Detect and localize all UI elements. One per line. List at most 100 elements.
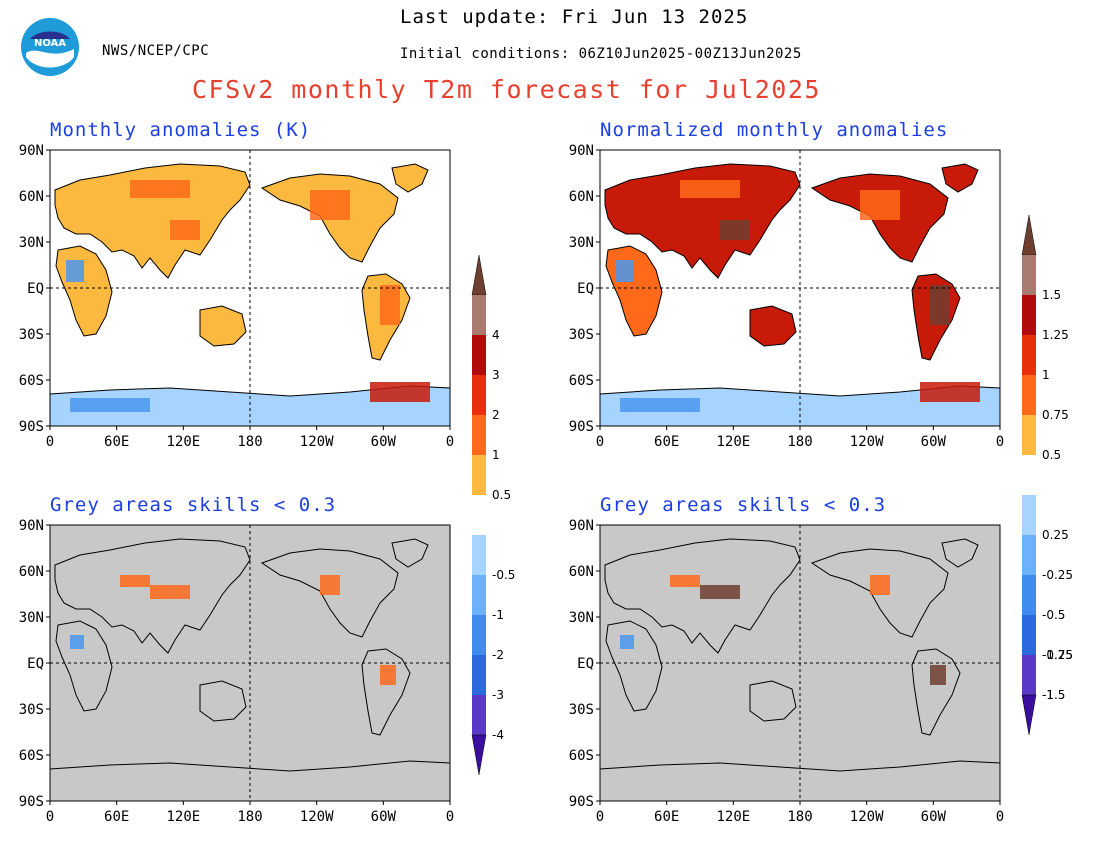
anomaly-patch [680,180,740,198]
anomaly-patch [720,220,750,240]
colorbar-label: 0.5 [492,488,511,502]
lon-tick-label: 120E [716,434,750,450]
colorbar-label: 1.25 [1042,328,1069,342]
anomaly-patch [380,665,396,685]
colorbar-segment [1022,255,1036,295]
anomaly-patch [370,382,430,402]
colorbar-segment [472,495,486,535]
lon-tick-label: 180 [237,809,262,825]
lat-tick-label: 30N [19,610,44,626]
colorbar-top-arrow [471,254,487,296]
anomaly-patch [930,285,950,325]
lon-tick-label: 180 [237,434,262,450]
colorbar-segment [472,695,486,735]
colorbar-label: -0.75 [1042,648,1073,662]
lat-tick-label: 60S [569,748,594,764]
lon-tick-label: 120W [300,434,334,450]
landmass-australia [199,680,247,722]
colorbar-label: -4 [492,728,504,742]
landmass-australia [749,680,797,722]
lat-tick-label: 60S [19,373,44,389]
anomaly-patch [320,575,340,595]
lat-tick-label: 60N [19,189,44,205]
lat-tick-label: 90S [569,794,594,810]
anomaly-patch [670,575,700,587]
landmass-australia [749,305,797,347]
colorbar-segment [1022,295,1036,335]
anomaly-patch [920,382,980,402]
colorbar-segment [1022,495,1036,535]
lon-tick-label: 60W [371,809,397,825]
lon-tick-label: 60E [654,434,679,450]
anomaly-patch [620,635,634,649]
anomaly-patch [150,585,190,599]
lon-tick-label: 120W [850,809,884,825]
lat-tick-label: 60N [569,189,594,205]
lon-tick-label: 180 [787,434,812,450]
lon-tick-label: 0 [596,809,604,825]
landmass-greenland [941,163,979,193]
colorbar-segment [1022,375,1036,415]
colorbar-segment [472,455,486,495]
lon-tick-label: 120E [716,809,750,825]
colorbar-label: 2 [492,408,500,422]
colorbar-label: 1.5 [1042,288,1061,302]
lon-tick-label: 60W [921,809,947,825]
anomaly-patch [620,398,700,412]
lat-tick-label: 90S [19,419,44,435]
lon-tick-label: 0 [46,809,54,825]
colorbar-segment [472,375,486,415]
colorbar-label: 1 [492,448,500,462]
colorbar-segment [472,535,486,575]
lat-tick-label: 30N [569,610,594,626]
anomaly-patch [130,180,190,198]
noaa-logo-icon: NOAA [21,18,79,76]
panel-title-norm: Normalized monthly anomalies [600,119,949,141]
lat-tick-label: 30S [569,327,594,343]
anomaly-patch [170,220,200,240]
lon-tick-label: 0 [996,434,1004,450]
landmass-greenland [391,163,429,193]
lat-tick-label: EQ [577,656,594,672]
colorbar-svg: 1.5 1.25 1 0.75 0.5 0.25 -0.25 -0.5 -0.75 -1 -1.25… [1021,214,1073,736]
lat-tick-label: EQ [577,281,594,297]
panel-title-anom: Monthly anomalies (K) [50,119,312,141]
map-panel-norm-skill: 90N 60N 30N EQ 30S 60S 90S 0 60E 120E 180 120W 60W 0 [569,518,1005,825]
anomaly-patch [860,190,900,220]
map-panel-anom-skill: 90N 60N 30N EQ 30S 60S 90S 0 60E 120E 180 120W 60W 0 [19,518,455,825]
svg-text:NOAA: NOAA [34,38,66,49]
colorbar-segment [472,335,486,375]
lon-tick-label: 0 [46,434,54,450]
colorbar-norm: 1.5 1.25 1 0.75 0.5 0.25 -0.25 -0.5 -0.75 -1 -1.25… [1020,214,1095,740]
landmass-samerica [361,648,411,736]
lon-tick-label: 60W [371,434,397,450]
colorbar-label: 1 [1042,368,1050,382]
colorbar-label: -0.5 [1042,608,1065,622]
noaa-logo: NOAA [20,17,80,77]
colorbar-segment [472,655,486,695]
landmass-eurasia [54,163,251,279]
lon-tick-label: 0 [446,809,454,825]
anomaly-patch [70,398,150,412]
colorbar-segment [472,575,486,615]
lon-tick-label: 60E [104,809,129,825]
anomaly-patch [930,665,946,685]
map-panel-anom: 90N 60N 30N EQ 30S 60S 90S 0 60E 120E 180 120W 60W 0 [19,143,455,450]
panel-title-norm-skill: Grey areas skills < 0.3 [600,494,887,516]
anomaly-patch [616,260,634,282]
colorbar-bottom-arrow [1021,694,1037,736]
anomaly-patch [70,635,84,649]
lon-tick-label: 0 [596,434,604,450]
lat-tick-label: 30S [569,702,594,718]
lon-tick-label: 120W [300,809,334,825]
colorbar-label: -0.25 [1042,568,1073,582]
landmass-samerica [911,648,961,736]
lat-tick-label: 90N [19,143,44,159]
lat-tick-label: 60S [569,373,594,389]
lon-tick-label: 60E [104,434,129,450]
agency-label: NWS/NCEP/CPC [102,43,210,59]
colorbar-segment [1022,335,1036,375]
lat-tick-label: EQ [27,656,44,672]
